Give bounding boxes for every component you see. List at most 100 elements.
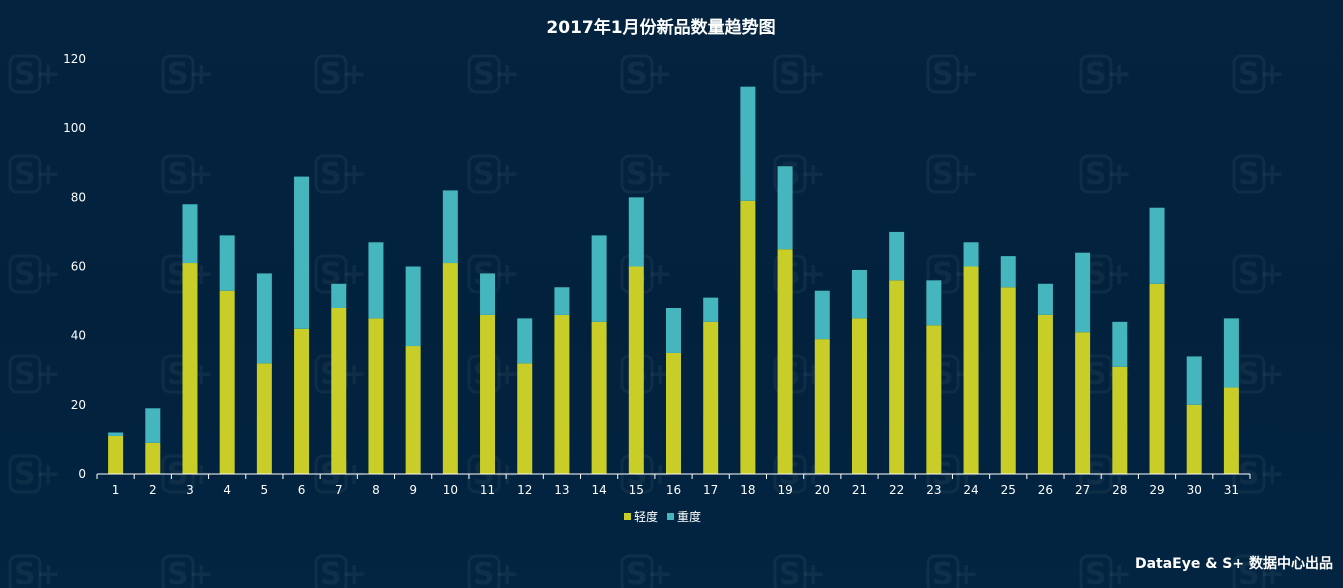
bar-segment-light[interactable] bbox=[442, 263, 458, 474]
shield-icon bbox=[1232, 54, 1266, 94]
watermark-tile: S+ bbox=[1232, 554, 1285, 588]
bar-segment-light[interactable] bbox=[294, 328, 310, 474]
bar-segment-heavy[interactable] bbox=[256, 273, 272, 364]
y-tick-label: 120 bbox=[63, 52, 86, 66]
bar-segment-heavy[interactable] bbox=[294, 176, 310, 329]
watermark-text: S+ bbox=[473, 157, 520, 192]
bar-segment-heavy[interactable] bbox=[145, 408, 161, 443]
bar-segment-light[interactable] bbox=[554, 314, 570, 474]
bar-segment-light[interactable] bbox=[740, 200, 756, 475]
bar-segment-light[interactable] bbox=[926, 325, 942, 474]
bar-segment-heavy[interactable] bbox=[1000, 256, 1016, 288]
watermark-text: S+ bbox=[320, 57, 367, 92]
bar-segment-light[interactable] bbox=[1186, 404, 1202, 474]
bar-segment-light[interactable] bbox=[145, 442, 161, 475]
bar-segment-light[interactable] bbox=[480, 314, 496, 474]
bar-segment-heavy[interactable] bbox=[740, 86, 756, 201]
bar-segment-light[interactable] bbox=[591, 321, 607, 474]
watermark-text: S+ bbox=[932, 557, 979, 588]
legend-swatch-heavy bbox=[667, 513, 674, 520]
watermark-text: S+ bbox=[1238, 57, 1285, 92]
x-tick-label: 19 bbox=[777, 483, 792, 497]
bar-segment-light[interactable] bbox=[517, 363, 533, 474]
bar-segment-light[interactable] bbox=[368, 318, 384, 475]
shield-icon bbox=[161, 54, 195, 94]
bar-segment-heavy[interactable] bbox=[108, 432, 124, 436]
bar-segment-heavy[interactable] bbox=[480, 273, 496, 315]
bar-segment-light[interactable] bbox=[851, 318, 867, 475]
watermark-tile: S+ bbox=[314, 54, 367, 94]
bar-segment-light[interactable] bbox=[405, 346, 421, 474]
watermark-tile: S+ bbox=[773, 554, 826, 588]
bar-segment-light[interactable] bbox=[666, 352, 681, 474]
bar-segment-light[interactable] bbox=[963, 266, 979, 475]
bar-segment-light[interactable] bbox=[1000, 287, 1016, 474]
bar-segment-light[interactable] bbox=[108, 435, 124, 474]
x-tick-label: 27 bbox=[1075, 483, 1090, 497]
watermark-tile: S+ bbox=[467, 554, 520, 588]
x-tick-label: 11 bbox=[480, 483, 495, 497]
x-tick-label: 5 bbox=[261, 483, 269, 497]
watermark-text: S+ bbox=[473, 57, 520, 92]
bar-segment-heavy[interactable] bbox=[182, 204, 198, 264]
bar-segment-light[interactable] bbox=[256, 363, 272, 474]
bar-segment-heavy[interactable] bbox=[666, 308, 681, 353]
bar-segment-light[interactable] bbox=[219, 290, 235, 474]
bar-segment-heavy[interactable] bbox=[1037, 283, 1053, 315]
bar-segment-light[interactable] bbox=[1037, 314, 1053, 474]
bar-segment-heavy[interactable] bbox=[591, 235, 607, 322]
bar-segment-heavy[interactable] bbox=[926, 280, 942, 326]
bar-segment-light[interactable] bbox=[1075, 332, 1091, 474]
bar-segment-light[interactable] bbox=[1223, 387, 1239, 474]
legend-item-heavy[interactable]: 重度 bbox=[667, 509, 701, 524]
bar-segment-heavy[interactable] bbox=[219, 235, 235, 291]
x-tick-label: 1 bbox=[112, 483, 120, 497]
bar-segment-light[interactable] bbox=[777, 249, 793, 474]
bar-segment-heavy[interactable] bbox=[1186, 356, 1202, 405]
bar-segment-heavy[interactable] bbox=[331, 283, 347, 308]
watermark-tile: S+ bbox=[8, 554, 61, 588]
x-tick-label: 18 bbox=[740, 483, 755, 497]
bar-segment-light[interactable] bbox=[182, 263, 198, 474]
bar-segment-heavy[interactable] bbox=[554, 287, 570, 315]
bar-segment-heavy[interactable] bbox=[368, 242, 384, 319]
bar-segment-heavy[interactable] bbox=[814, 290, 830, 340]
watermark-text: S+ bbox=[1085, 157, 1132, 192]
bar-segment-heavy[interactable] bbox=[1223, 318, 1239, 388]
bar-segment-heavy[interactable] bbox=[517, 318, 533, 364]
bar-segment-heavy[interactable] bbox=[1112, 321, 1128, 367]
bar-segment-heavy[interactable] bbox=[703, 297, 719, 322]
x-tick-label: 4 bbox=[223, 483, 231, 497]
watermark-text: S+ bbox=[167, 157, 214, 192]
bar-segment-heavy[interactable] bbox=[889, 231, 905, 281]
bar-segment-light[interactable] bbox=[628, 266, 644, 475]
shield-icon bbox=[1232, 254, 1266, 294]
watermark-text: S+ bbox=[626, 557, 673, 588]
bar-segment-light[interactable] bbox=[889, 280, 905, 474]
bar-segment-heavy[interactable] bbox=[777, 166, 793, 250]
watermark-text: S+ bbox=[1238, 157, 1285, 192]
bar-segment-light[interactable] bbox=[1112, 366, 1128, 474]
bar-segment-light[interactable] bbox=[814, 339, 830, 475]
bar-segment-heavy[interactable] bbox=[963, 242, 979, 267]
shield-icon bbox=[773, 554, 807, 588]
watermark-text: S+ bbox=[1238, 257, 1285, 292]
bar-segment-heavy[interactable] bbox=[405, 266, 421, 347]
y-tick-label: 80 bbox=[71, 190, 86, 204]
bar-segment-heavy[interactable] bbox=[442, 190, 458, 264]
bar-segment-heavy[interactable] bbox=[851, 269, 867, 319]
watermark-text: S+ bbox=[1085, 57, 1132, 92]
bar-segment-light[interactable] bbox=[331, 308, 347, 474]
watermark-tile: S+ bbox=[1232, 154, 1285, 194]
bar-segment-heavy[interactable] bbox=[1075, 252, 1091, 333]
bar-segment-heavy[interactable] bbox=[628, 197, 644, 267]
legend-item-light[interactable]: 轻度 bbox=[624, 509, 658, 524]
watermark-text: S+ bbox=[626, 57, 673, 92]
bar-segment-light[interactable] bbox=[703, 321, 719, 474]
legend-label-light: 轻度 bbox=[634, 509, 658, 524]
bar-segment-heavy[interactable] bbox=[1149, 207, 1165, 284]
shield-icon bbox=[8, 354, 42, 394]
watermark-tile: S+ bbox=[161, 54, 214, 94]
bar-segment-light[interactable] bbox=[1149, 283, 1165, 474]
